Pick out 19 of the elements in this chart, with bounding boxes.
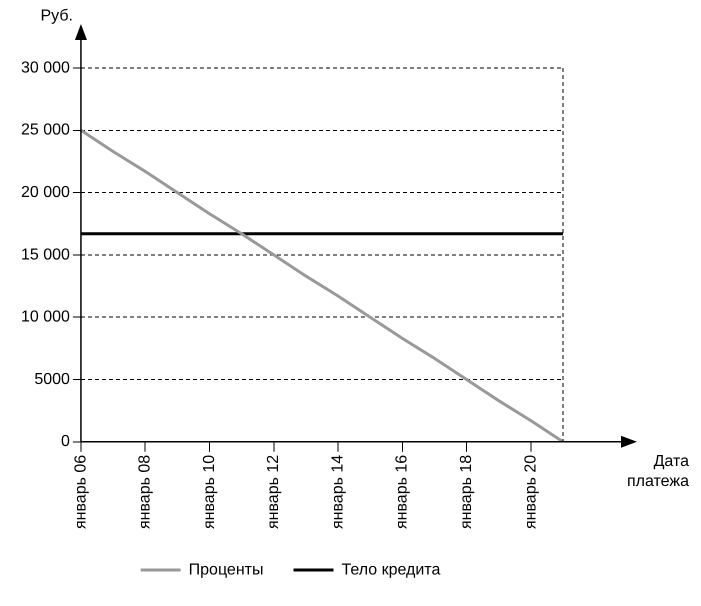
- y-tick-label: 30 000: [21, 59, 70, 76]
- y-tick-label: 25 000: [21, 122, 70, 139]
- y-tick-label: 20 000: [21, 184, 70, 202]
- x-tick-label: январь 06: [72, 454, 90, 530]
- x-tick-label: январь 14: [329, 454, 346, 530]
- x-tick-label: январь 18: [458, 454, 475, 530]
- y-tick-label: 0: [61, 433, 70, 450]
- legend-label: Тело кредита: [341, 561, 440, 578]
- x-tick-label: январь 12: [265, 454, 282, 530]
- y-tick-label: 15 000: [21, 246, 70, 264]
- x-tick-label: январь 08: [136, 454, 154, 530]
- y-tick-label: 10 000: [21, 308, 70, 326]
- x-axis-title: Дата платежа: [626, 453, 690, 490]
- x-tick-label: январь 16: [394, 454, 411, 530]
- y-tick-label: 5000: [34, 370, 70, 388]
- y-axis-title: Руб.: [40, 7, 73, 24]
- x-tick-label: январь 10: [200, 454, 218, 530]
- x-tick-label: январь 20: [522, 454, 540, 530]
- legend-label: Проценты: [188, 561, 264, 578]
